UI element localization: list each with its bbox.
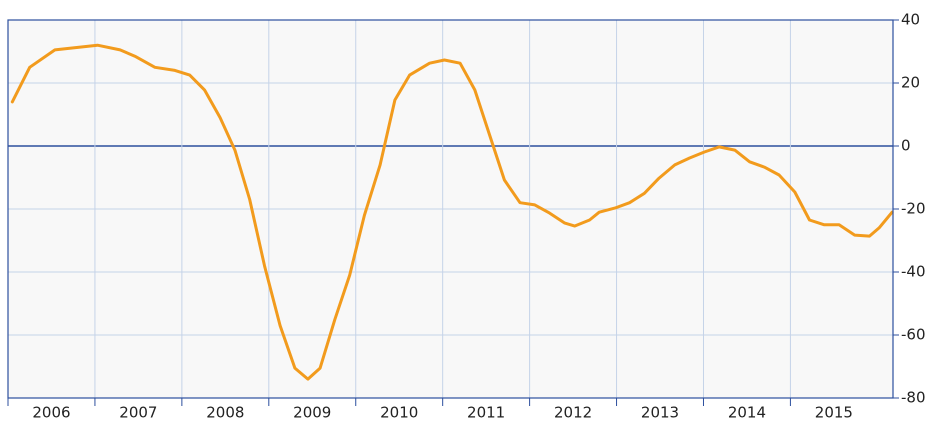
x-tick-label: 2010 (380, 404, 418, 422)
y-tick-label: 20 (901, 74, 920, 92)
line-series (10, 43, 894, 381)
x-tick-label: 2013 (641, 404, 679, 422)
y-tick-label: -80 (901, 389, 926, 407)
x-tick-label: 2014 (728, 404, 766, 422)
x-tick-label: 2012 (554, 404, 592, 422)
marks (10, 43, 894, 381)
grid (8, 19, 893, 399)
x-tick-label: 2006 (32, 404, 70, 422)
x-tick-label: 2008 (206, 404, 244, 422)
x-tick-label: 2011 (467, 404, 505, 422)
y-tick-label: -60 (901, 326, 926, 344)
y-tick-label: 40 (901, 11, 920, 29)
y-tick-label: -40 (901, 263, 926, 281)
x-tick-label: 2015 (815, 404, 853, 422)
y-tick-label: -20 (901, 200, 926, 218)
x-tick-label: 2009 (293, 404, 331, 422)
y-tick-label: 0 (901, 137, 911, 155)
x-tick-label: 2007 (119, 404, 157, 422)
